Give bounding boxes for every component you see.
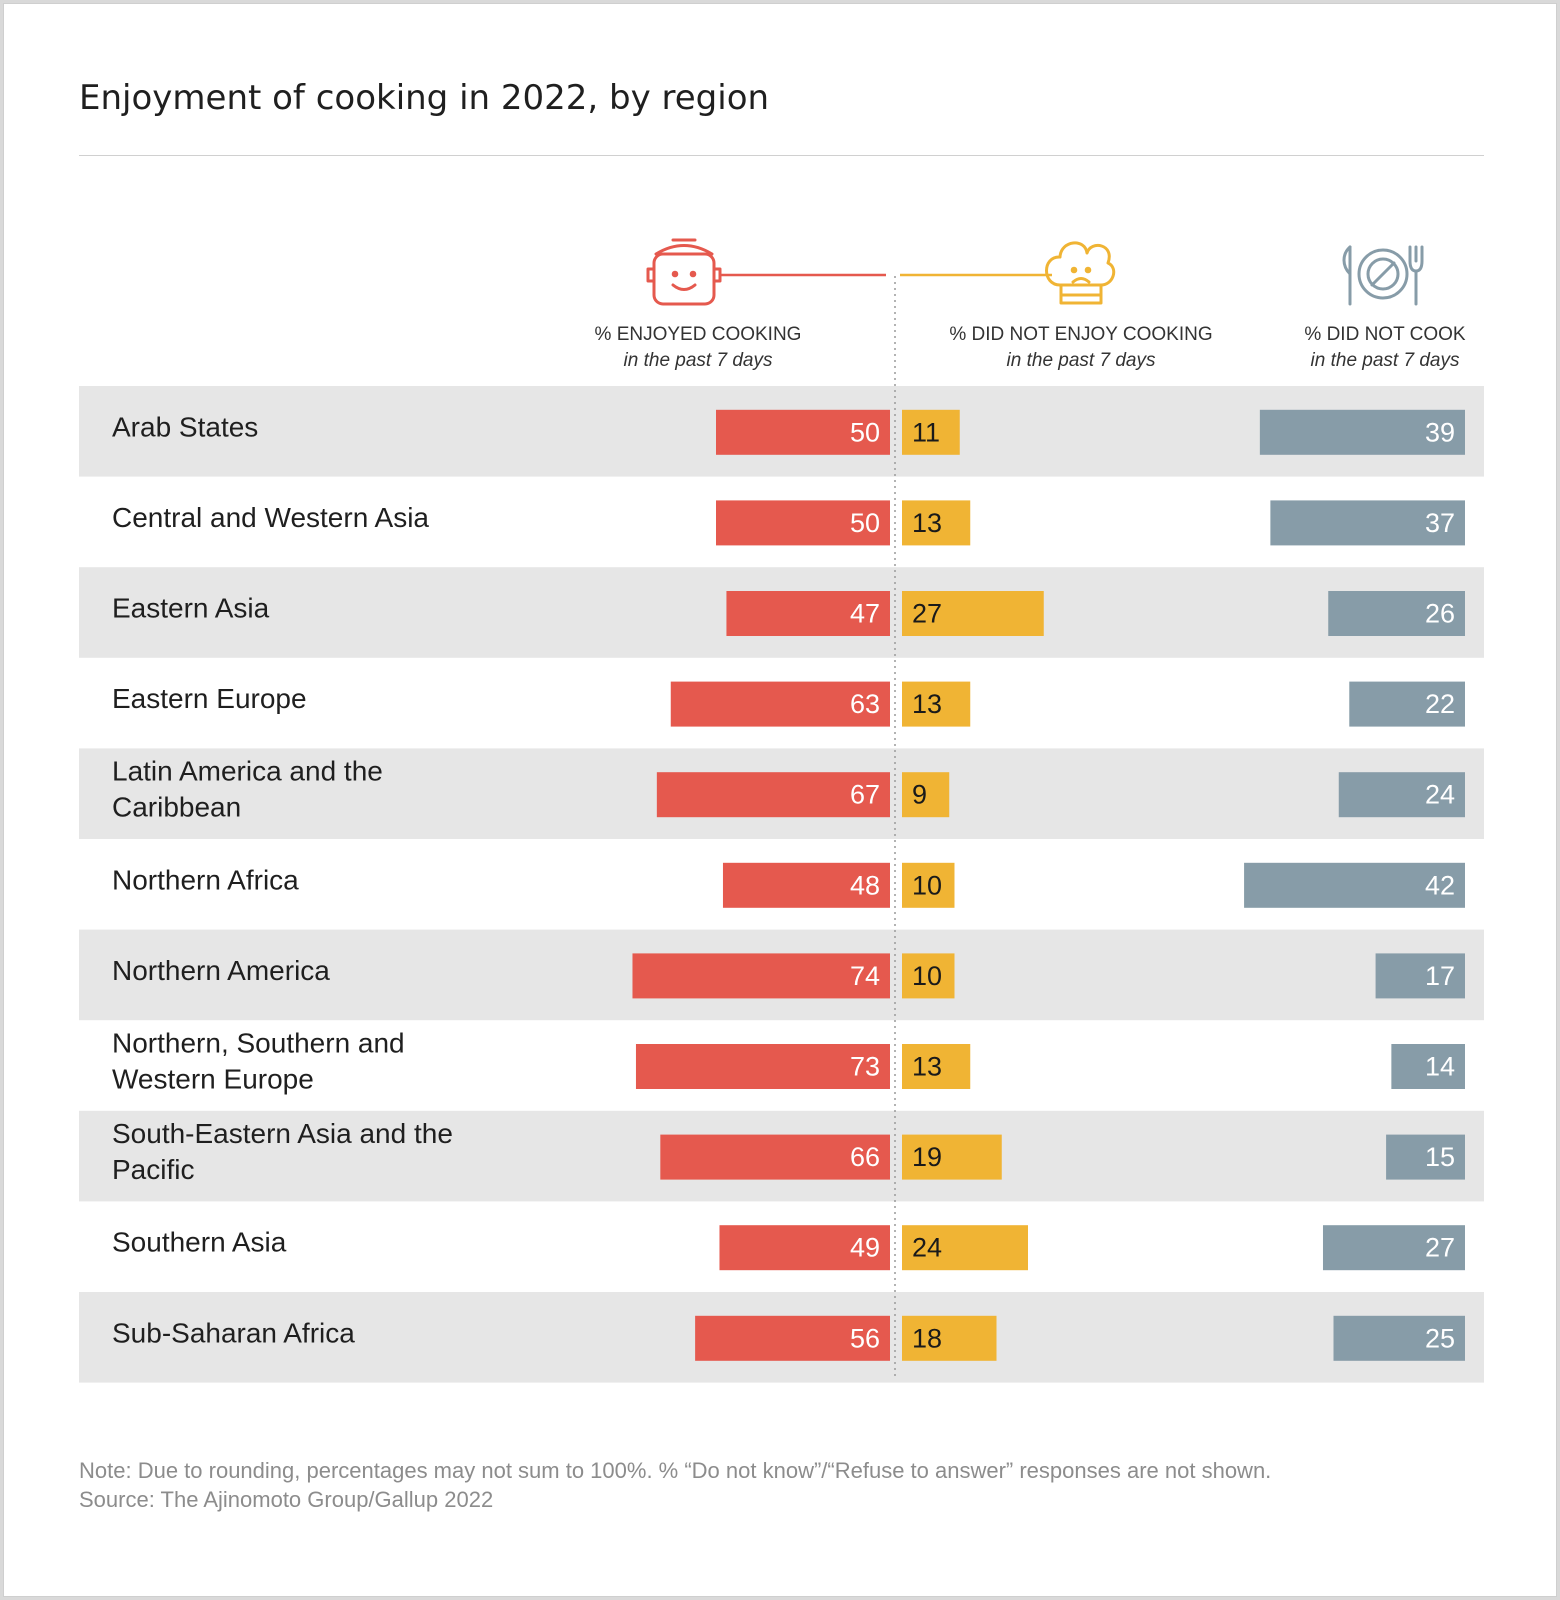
footnotes: Note: Due to rounding, percentages may n… xyxy=(79,1456,1271,1514)
bar-chart: % ENJOYED COOKING in the past 7 days % DID… xyxy=(79,238,1484,1383)
bar-did-not-enjoy xyxy=(902,1134,1002,1180)
data-label-did-not-enjoy: 18 xyxy=(912,1323,942,1353)
bar-did-not-enjoy xyxy=(902,1315,997,1361)
bar-enjoyed xyxy=(719,1225,890,1271)
empty-plate-cutlery-icon xyxy=(1342,245,1424,306)
bar-did-not-enjoy xyxy=(902,772,950,818)
data-label-did-not-cook: 26 xyxy=(1425,599,1455,629)
data-label-enjoyed: 48 xyxy=(850,870,880,900)
data-label-enjoyed: 56 xyxy=(850,1323,880,1353)
bar-did-not-cook xyxy=(1386,1134,1465,1180)
bar-enjoyed xyxy=(716,409,890,455)
bar-did-not-cook xyxy=(1259,409,1465,455)
chart-title: Enjoyment of cooking in 2022, by region xyxy=(79,78,770,118)
category-label: Northern Africa xyxy=(112,864,299,895)
rounding-note: Note: Due to rounding, percentages may n… xyxy=(79,1458,1272,1483)
smiling-pot-icon xyxy=(646,238,722,306)
data-label-did-not-enjoy: 13 xyxy=(912,689,942,719)
bar-did-not-enjoy xyxy=(902,409,960,455)
column-subheader-did-not-cook: in the past 7 days xyxy=(1311,350,1460,371)
data-label-did-not-cook: 27 xyxy=(1425,1233,1455,1263)
category-label: Southern Asia xyxy=(112,1227,287,1258)
data-label-did-not-enjoy: 27 xyxy=(912,599,942,629)
data-label-enjoyed: 63 xyxy=(850,689,880,719)
bar-did-not-enjoy xyxy=(902,953,955,999)
bar-did-not-cook xyxy=(1328,591,1465,636)
data-label-did-not-enjoy: 10 xyxy=(912,870,942,900)
data-label-did-not-cook: 17 xyxy=(1425,961,1455,991)
bar-did-not-cook xyxy=(1322,1225,1465,1271)
bar-did-not-cook xyxy=(1375,953,1465,999)
bar-did-not-cook xyxy=(1391,1044,1465,1089)
column-subheader-did-not-enjoy: in the past 7 days xyxy=(1007,350,1156,371)
column-header-did-not-enjoy: % DID NOT ENJOY COOKING xyxy=(949,324,1212,345)
data-label-did-not-enjoy: 13 xyxy=(912,1052,942,1082)
column-subheader-enjoyed: in the past 7 days xyxy=(624,350,773,371)
data-label-enjoyed: 66 xyxy=(850,1142,880,1172)
data-label-did-not-cook: 39 xyxy=(1425,417,1455,447)
bar-did-not-enjoy xyxy=(902,591,1044,636)
column-headers: % ENJOYED COOKING in the past 7 days % DID… xyxy=(595,324,1466,371)
title-divider xyxy=(79,155,1484,156)
data-label-did-not-enjoy: 11 xyxy=(912,417,940,447)
category-label: Latin America and the Caribbean xyxy=(112,756,383,823)
data-label-did-not-enjoy: 13 xyxy=(912,508,942,538)
data-label-did-not-cook: 22 xyxy=(1425,689,1455,719)
data-label-enjoyed: 74 xyxy=(850,961,880,991)
data-label-enjoyed: 50 xyxy=(850,417,880,447)
data-label-enjoyed: 47 xyxy=(850,599,880,629)
column-header-did-not-cook: % DID NOT COOK xyxy=(1304,324,1465,345)
bar-did-not-enjoy xyxy=(902,1044,971,1089)
data-label-did-not-enjoy: 9 xyxy=(912,780,927,810)
bar-enjoyed xyxy=(635,1044,890,1089)
data-label-enjoyed: 49 xyxy=(850,1233,880,1263)
data-label-did-not-cook: 15 xyxy=(1425,1142,1455,1172)
bar-did-not-enjoy xyxy=(902,500,971,546)
data-label-did-not-cook: 42 xyxy=(1425,870,1455,900)
data-label-enjoyed: 67 xyxy=(850,780,880,810)
data-label-did-not-enjoy: 24 xyxy=(912,1233,942,1263)
category-label: Eastern Europe xyxy=(112,683,307,714)
bar-did-not-enjoy xyxy=(902,1225,1028,1271)
category-labels: Arab States Central and Western Asia Easte… xyxy=(112,411,453,1348)
bar-did-not-cook xyxy=(1244,862,1465,908)
category-label: South-Eastern Asia and the Pacific xyxy=(112,1118,453,1185)
data-label-did-not-cook: 37 xyxy=(1425,508,1455,538)
data-label-enjoyed: 73 xyxy=(850,1052,880,1082)
bar-enjoyed xyxy=(726,591,890,636)
category-label: Arab States xyxy=(112,411,258,442)
bar-enjoyed xyxy=(722,862,890,908)
bar-enjoyed xyxy=(660,1134,890,1180)
category-label: Central and Western Asia xyxy=(112,502,429,533)
data-label-did-not-cook: 14 xyxy=(1425,1052,1455,1082)
bar-did-not-cook xyxy=(1349,681,1465,727)
bar-enjoyed xyxy=(632,953,890,999)
category-label: Northern America xyxy=(112,955,330,986)
data-label-enjoyed: 50 xyxy=(850,508,880,538)
data-label-did-not-enjoy: 10 xyxy=(912,961,942,991)
source-note: Source: The Ajinomoto Group/Gallup 2022 xyxy=(79,1487,494,1512)
bar-enjoyed xyxy=(695,1315,890,1361)
category-label: Sub-Saharan Africa xyxy=(112,1317,355,1348)
category-label: Eastern Asia xyxy=(112,593,270,624)
data-label-did-not-cook: 25 xyxy=(1425,1323,1455,1353)
bar-enjoyed xyxy=(716,500,890,546)
category-label: Northern, Southern and Western Europe xyxy=(112,1028,405,1095)
frowning-chef-hat-icon xyxy=(1045,241,1116,305)
chart-card: Enjoyment of cooking in 2022, by region xyxy=(3,3,1557,1597)
data-label-did-not-enjoy: 19 xyxy=(912,1142,942,1172)
column-header-enjoyed: % ENJOYED COOKING xyxy=(595,324,802,345)
bar-did-not-cook xyxy=(1338,772,1465,818)
data-label-did-not-cook: 24 xyxy=(1425,780,1455,810)
bar-did-not-cook xyxy=(1270,500,1465,546)
bar-did-not-cook xyxy=(1333,1315,1465,1361)
bar-did-not-enjoy xyxy=(902,862,955,908)
bars: 50 11 39 50 13 37 47 27 26 63 13 22 67 9 24 48 10 42 74 10 1… xyxy=(632,409,1465,1361)
bar-did-not-enjoy xyxy=(902,681,971,727)
bar-enjoyed xyxy=(670,681,890,727)
bar-enjoyed xyxy=(656,772,890,818)
